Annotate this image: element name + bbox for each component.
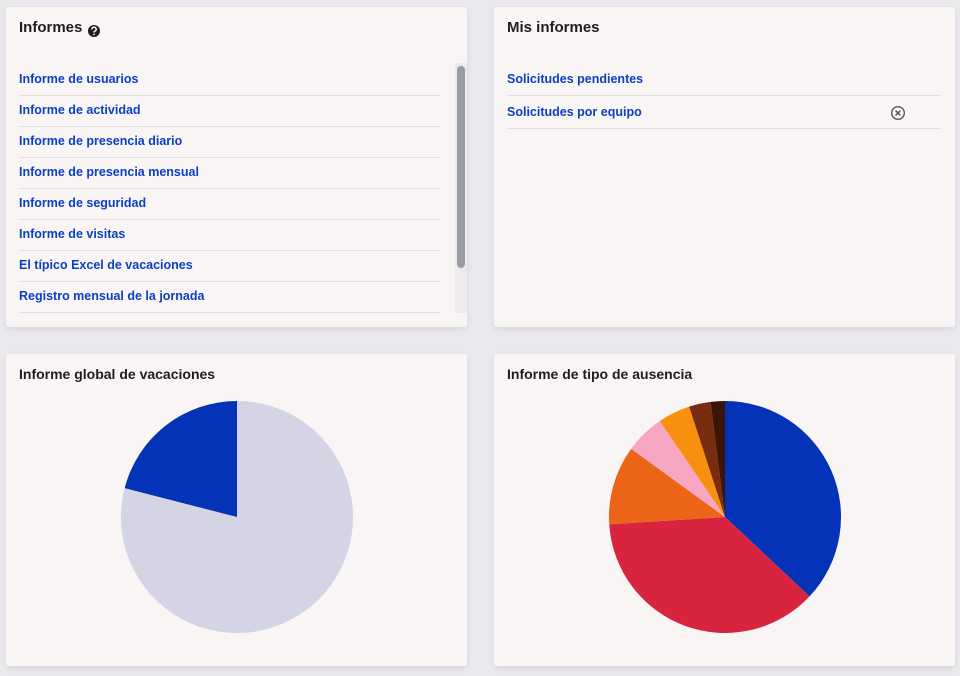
report-link[interactable]: Solicitudes pendientes bbox=[507, 64, 941, 96]
pie-slice bbox=[609, 517, 810, 633]
pie-chart bbox=[609, 401, 841, 633]
report-link[interactable]: Informe de usuarios bbox=[19, 64, 440, 96]
scrollbar[interactable] bbox=[455, 63, 467, 313]
report-link[interactable]: Informe de seguridad bbox=[19, 188, 440, 220]
pie-slice bbox=[124, 401, 237, 517]
chart-panel: Informe de tipo de ausencia bbox=[494, 354, 955, 666]
report-link[interactable]: Informe de actividad bbox=[19, 95, 440, 127]
report-link[interactable]: Informe de presencia diario bbox=[19, 126, 440, 158]
chart-title: Informe de tipo de ausencia bbox=[507, 366, 693, 382]
pie-slice bbox=[689, 401, 725, 517]
pie-slice bbox=[725, 401, 841, 597]
report-link[interactable]: El típico Excel de vacaciones bbox=[19, 250, 440, 282]
pie-slice bbox=[609, 448, 725, 525]
reports-panel: Informes Informe de usuarios Informe de a… bbox=[6, 7, 467, 327]
pie-slice bbox=[710, 401, 725, 517]
pie-chart bbox=[120, 401, 353, 633]
remove-icon[interactable] bbox=[890, 105, 906, 121]
chart-panel: Informe global de vacaciones bbox=[6, 354, 467, 666]
help-icon[interactable] bbox=[87, 24, 101, 38]
report-link[interactable]: Informe de visitas bbox=[19, 219, 440, 251]
panel-title: Informes bbox=[19, 19, 83, 36]
chart-title: Informe global de vacaciones bbox=[19, 366, 216, 382]
panel-title: Mis informes bbox=[507, 19, 600, 36]
report-link[interactable]: Solicitudes por equipo bbox=[507, 97, 941, 129]
my-reports-panel: Mis informes Solicitudes pendientes Solic… bbox=[494, 7, 955, 327]
pie-slice bbox=[631, 421, 725, 517]
report-link[interactable]: Registro mensual de la jornada bbox=[19, 281, 440, 313]
pie-slice bbox=[659, 406, 725, 517]
report-link[interactable]: Informe de presencia mensual bbox=[19, 157, 440, 189]
